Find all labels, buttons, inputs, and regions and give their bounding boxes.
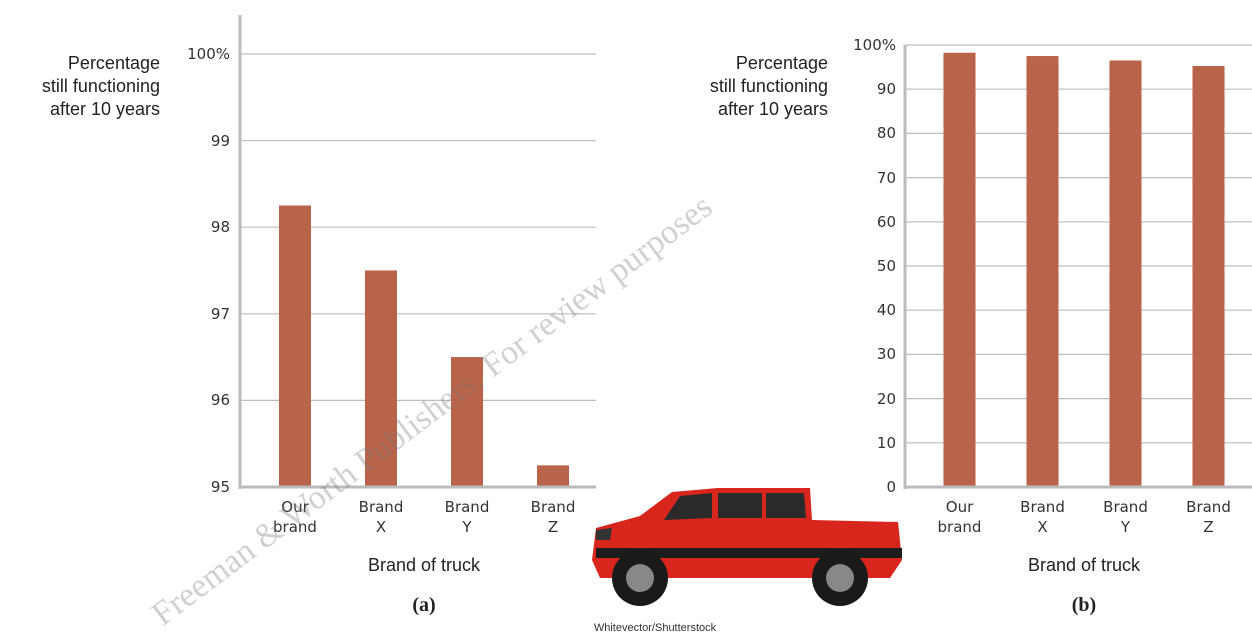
truck-image [592,488,902,606]
y-tick-label: 97 [210,304,230,323]
x-axis-title: Brand of truck [1027,555,1141,575]
panel-label: (a) [412,594,436,616]
x-tick-label: Brand X [1020,498,1065,536]
y-tick-label: 0 [886,478,896,496]
y-tick-label: 99 [210,131,230,150]
bar [1109,60,1142,487]
y-tick-label: 98 [210,218,230,237]
x-tick-label: Brand X [358,498,404,536]
y-axis-title: Percentage still functioning after 10 ye… [41,53,160,119]
x-tick-label: Brand Z [1186,498,1231,536]
y-tick-label: 60 [876,212,896,231]
y-tick-label: 50 [876,257,896,275]
x-tick-label: Brand Y [444,498,490,536]
y-tick-label: 10 [876,433,896,452]
y-tick-label: 80 [876,124,896,143]
x-axis-title: Brand of truck [367,555,481,575]
y-tick-label: 70 [876,168,896,187]
y-tick-label: 96 [210,391,230,410]
y-axis-title: Percentage still functioning after 10 ye… [709,53,828,119]
bar [1192,65,1225,488]
x-tick-label: Brand Z [530,498,576,536]
y-tick-label: 90 [876,80,896,99]
bar [365,270,397,487]
bar [1026,56,1059,488]
y-tick-label: 40 [876,301,896,320]
y-tick-label: 20 [876,389,896,408]
bar [279,205,311,487]
x-tick-label: Our brand [937,498,982,536]
y-tick-label: 100% [187,44,230,63]
x-tick-label: Our brand [273,498,317,536]
y-tick-label: 30 [876,345,896,364]
image-credit: Whitevector/Shutterstock [593,622,717,634]
bar [943,52,976,488]
y-tick-label: 100% [853,36,896,54]
y-tick-label: 95 [210,478,230,496]
panel-label: (b) [1071,594,1097,616]
bar [537,465,569,487]
bar [451,357,483,487]
x-tick-label: Brand Y [1103,498,1148,536]
